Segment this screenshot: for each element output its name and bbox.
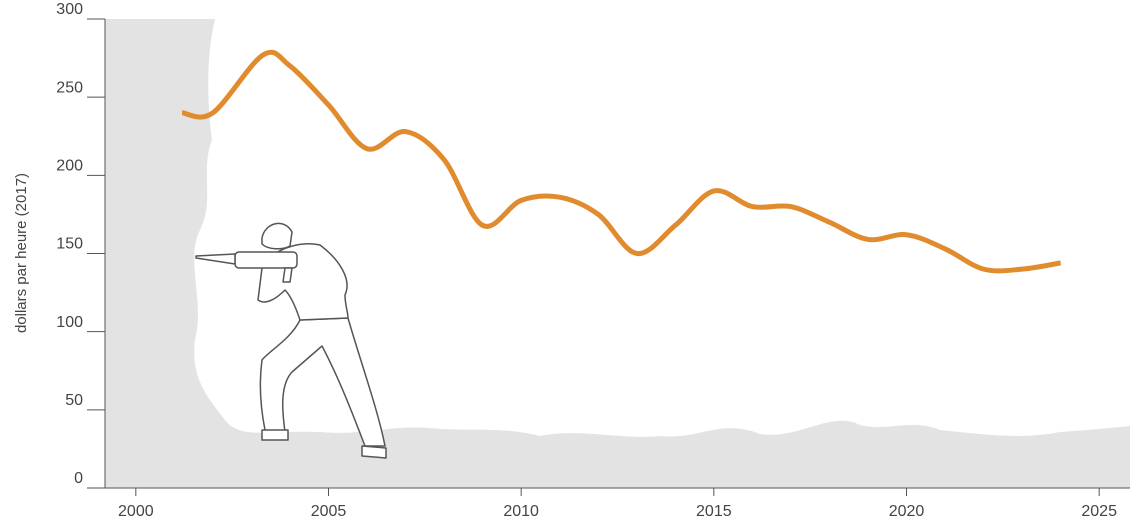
y-tick-label: 150 [56,236,83,253]
line-series [181,49,1062,274]
x-tick-label: 2015 [696,503,732,520]
y-tick-label: 300 [56,1,83,18]
background-rock [105,19,1130,488]
x-tick-label: 2010 [503,503,539,520]
x-tick-label: 2005 [311,503,347,520]
x-tick-label: 2000 [118,503,154,520]
y-tick-label: 250 [56,79,83,96]
y-axis-label: dollars par heure (2017) [13,173,30,333]
y-tick-label: 0 [74,470,83,487]
y-tick-label: 100 [56,314,83,331]
y-tick-label: 50 [65,392,83,409]
y-tick-label: 200 [56,158,83,175]
x-tick-label: 2025 [1081,503,1117,520]
x-tick-label: 2020 [889,503,925,520]
worker-illustration [195,222,387,459]
